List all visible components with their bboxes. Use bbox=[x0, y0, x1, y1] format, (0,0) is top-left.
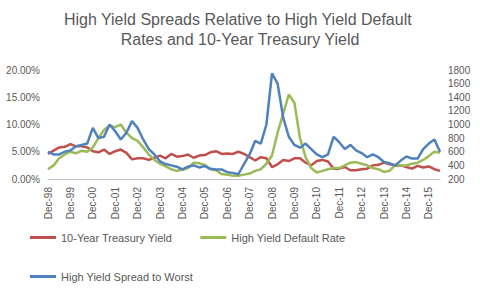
svg-text:Dec-10: Dec-10 bbox=[311, 187, 322, 220]
svg-text:Dec-09: Dec-09 bbox=[289, 187, 300, 220]
svg-text:1200: 1200 bbox=[448, 105, 471, 116]
svg-text:High Yield Spread to Worst: High Yield Spread to Worst bbox=[61, 271, 193, 283]
svg-text:Dec-03: Dec-03 bbox=[155, 187, 166, 220]
svg-text:1400: 1400 bbox=[448, 92, 471, 103]
svg-text:0.00%: 0.00% bbox=[12, 174, 40, 185]
svg-text:High Yield Default Rate: High Yield Default Rate bbox=[231, 232, 345, 244]
svg-text:High Yield Spreads Relative to: High Yield Spreads Relative to High Yiel… bbox=[64, 11, 416, 28]
svg-text:10-Year Treasury Yield: 10-Year Treasury Yield bbox=[61, 232, 172, 244]
svg-text:Dec-15: Dec-15 bbox=[423, 187, 434, 220]
svg-text:Dec-14: Dec-14 bbox=[401, 187, 412, 220]
svg-text:1600: 1600 bbox=[448, 78, 471, 89]
svg-text:600: 600 bbox=[448, 146, 465, 157]
svg-text:Dec-12: Dec-12 bbox=[356, 187, 367, 220]
svg-text:Dec-11: Dec-11 bbox=[334, 187, 345, 219]
svg-text:20.00%: 20.00% bbox=[6, 65, 40, 76]
svg-text:Dec-08: Dec-08 bbox=[267, 187, 278, 220]
svg-text:1000: 1000 bbox=[448, 119, 471, 130]
svg-text:Rates and 10-Year Treasury Yie: Rates and 10-Year Treasury Yield bbox=[121, 31, 360, 48]
svg-text:Dec-06: Dec-06 bbox=[222, 187, 233, 220]
svg-text:400: 400 bbox=[448, 160, 465, 171]
svg-text:15.00%: 15.00% bbox=[6, 92, 40, 103]
svg-text:Dec-05: Dec-05 bbox=[199, 187, 210, 220]
svg-text:Dec-07: Dec-07 bbox=[244, 187, 255, 220]
svg-text:10.00%: 10.00% bbox=[6, 119, 40, 130]
svg-text:5.00%: 5.00% bbox=[12, 146, 40, 157]
svg-text:Dec-00: Dec-00 bbox=[87, 187, 98, 220]
svg-text:Dec-99: Dec-99 bbox=[65, 187, 76, 220]
svg-text:1800: 1800 bbox=[448, 65, 471, 76]
svg-text:Dec-01: Dec-01 bbox=[110, 187, 121, 220]
svg-text:800: 800 bbox=[448, 133, 465, 144]
svg-text:Dec-13: Dec-13 bbox=[379, 187, 390, 220]
svg-text:Dec-98: Dec-98 bbox=[43, 187, 54, 220]
svg-text:Dec-02: Dec-02 bbox=[132, 187, 143, 220]
svg-text:Dec-04: Dec-04 bbox=[177, 187, 188, 220]
svg-text:200: 200 bbox=[448, 174, 465, 185]
